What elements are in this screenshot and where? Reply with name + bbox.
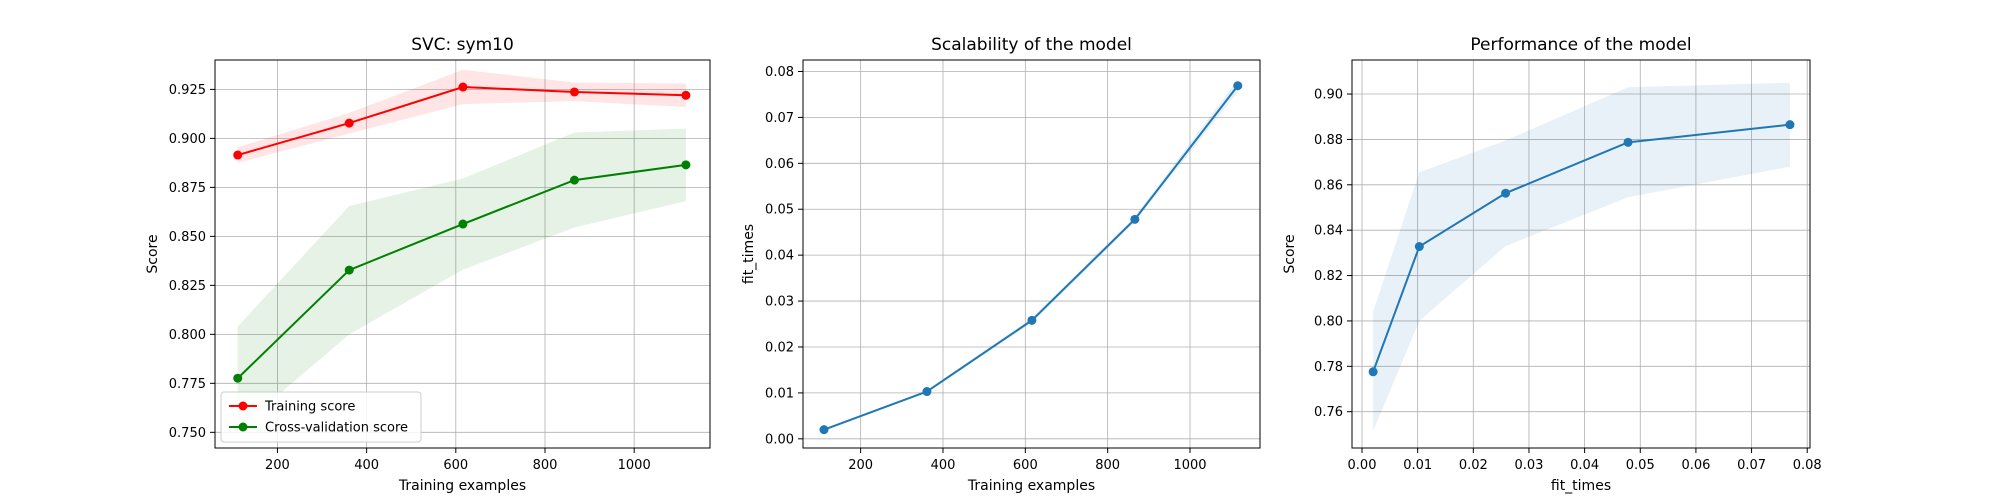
x-tick-label: 800 xyxy=(1095,458,1120,473)
data-point xyxy=(681,90,691,100)
confidence-band-2 xyxy=(237,128,686,430)
chart-panel-1: 200 400 600 800 1000 0.750 0.775 0.800 0.825 0.85… xyxy=(145,35,711,494)
y-tick-label: 0.82 xyxy=(1314,269,1343,284)
y-tick-label: 0.925 xyxy=(169,83,206,98)
x-tick-label: 0.05 xyxy=(1626,458,1655,473)
x-tick-label: 1000 xyxy=(1173,458,1206,473)
chart-panel-3: 0.00 0.01 0.02 0.03 0.04 0.05 0.06 0.07 0.08 0.76… xyxy=(1282,35,1822,494)
chart-title: Scalability of the model xyxy=(931,35,1132,55)
x-tick-label: 0.03 xyxy=(1514,458,1543,473)
x-tick-label: 600 xyxy=(1013,458,1038,473)
legend-box xyxy=(220,391,422,443)
data-point xyxy=(233,150,243,160)
x-axis-label: fit_times xyxy=(1551,478,1611,494)
axes-frame xyxy=(214,59,711,449)
y-tick-label: 0.08 xyxy=(765,65,794,80)
y-tick-label: 0.88 xyxy=(1314,133,1343,148)
y-tick-label: 0.80 xyxy=(1314,314,1343,329)
y-tick-label: 0.86 xyxy=(1314,178,1343,193)
y-tick-label: 0.90 xyxy=(1314,88,1343,103)
data-point xyxy=(1368,367,1378,377)
data-point xyxy=(681,160,691,170)
data-point xyxy=(1785,120,1795,130)
legend-label: Training score xyxy=(264,400,355,415)
confidence-band-1 xyxy=(1373,82,1790,431)
data-point xyxy=(1027,315,1037,325)
x-tick-label: 0.06 xyxy=(1681,458,1710,473)
chart-title: SVC: sym10 xyxy=(411,35,514,55)
data-point xyxy=(569,87,579,97)
y-axis-label: fit_times xyxy=(741,224,757,284)
x-tick-label: 400 xyxy=(354,458,379,473)
x-tick-label: 200 xyxy=(848,458,873,473)
y-tick-label: 0.01 xyxy=(765,386,794,401)
y-tick-label: 0.84 xyxy=(1314,224,1343,239)
data-point xyxy=(1233,81,1243,91)
y-axis-label: Score xyxy=(1282,234,1298,273)
axes-frame xyxy=(802,59,1261,449)
x-tick-label: 1000 xyxy=(618,458,651,473)
data-point xyxy=(344,265,354,275)
data-point xyxy=(1130,214,1140,224)
data-point xyxy=(458,82,468,92)
y-tick-label: 0.06 xyxy=(765,157,794,172)
y-tick-label: 0.02 xyxy=(765,340,794,355)
data-point xyxy=(569,175,579,185)
y-tick-label: 0.875 xyxy=(169,181,206,196)
x-tick-label: 0.00 xyxy=(1348,458,1377,473)
data-point xyxy=(1623,137,1633,147)
x-tick-label: 400 xyxy=(931,458,956,473)
data-point xyxy=(458,219,468,229)
y-tick-label: 0.900 xyxy=(169,132,206,147)
legend-marker xyxy=(238,422,248,432)
legend: Training score Cross-validation score xyxy=(220,391,422,443)
y-tick-label: 0.750 xyxy=(169,426,206,441)
x-tick-label: 0.07 xyxy=(1737,458,1766,473)
x-axis-label: Training examples xyxy=(967,478,1095,494)
data-point xyxy=(233,373,243,383)
x-tick-label: 0.04 xyxy=(1570,458,1599,473)
y-tick-label: 0.850 xyxy=(169,230,206,245)
data-point xyxy=(344,118,354,128)
series-line-1 xyxy=(823,85,1239,431)
data-point xyxy=(819,425,829,435)
x-tick-label: 800 xyxy=(533,458,558,473)
y-tick-label: 0.825 xyxy=(169,279,206,294)
y-tick-label: 0.78 xyxy=(1314,360,1343,375)
y-tick-label: 0.05 xyxy=(765,203,794,218)
chart-panel-2: 200 400 600 800 1000 0.00 0.01 0.02 0.03 0.04 0.05… xyxy=(741,35,1261,494)
y-tick-label: 0.800 xyxy=(169,328,206,343)
x-tick-label: 600 xyxy=(443,458,468,473)
legend-marker xyxy=(238,401,248,411)
y-tick-label: 0.04 xyxy=(765,249,794,264)
y-tick-label: 0.03 xyxy=(765,295,794,310)
x-tick-label: 200 xyxy=(265,458,290,473)
y-tick-label: 0.76 xyxy=(1314,405,1343,420)
data-point xyxy=(1414,242,1424,252)
legend-label: Cross-validation score xyxy=(265,421,408,436)
data-point xyxy=(922,387,932,397)
y-axis-label: Score xyxy=(145,234,161,273)
x-axis-label: Training examples xyxy=(398,478,526,494)
y-tick-label: 0.00 xyxy=(765,432,794,447)
axes-frame xyxy=(1351,59,1811,449)
x-tick-label: 0.02 xyxy=(1459,458,1488,473)
chart-title: Performance of the model xyxy=(1470,35,1691,55)
x-tick-label: 0.01 xyxy=(1403,458,1432,473)
y-tick-label: 0.07 xyxy=(765,111,794,126)
y-tick-label: 0.775 xyxy=(169,377,206,392)
data-point xyxy=(1501,188,1511,198)
x-tick-label: 0.08 xyxy=(1793,458,1822,473)
